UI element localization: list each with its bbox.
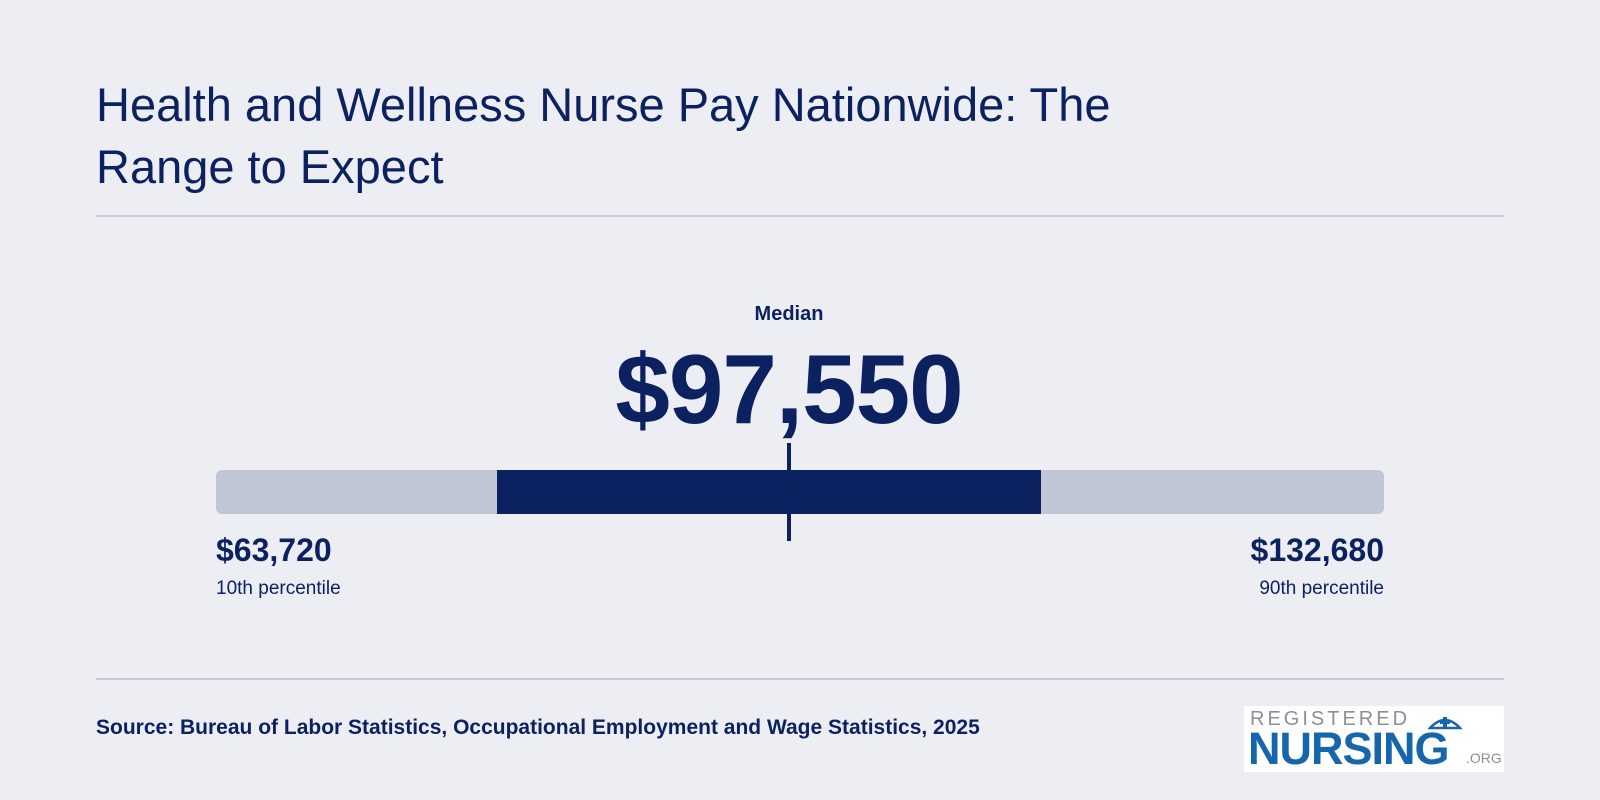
footer-divider <box>96 678 1504 680</box>
logo-main-text: NURSING <box>1248 723 1450 774</box>
median-label: Median <box>754 303 824 325</box>
title-divider <box>96 215 1504 217</box>
logo-suffix-text: .ORG <box>1466 750 1502 766</box>
nurse-cap-icon <box>1428 717 1462 730</box>
percentile-range-bar <box>497 470 1041 514</box>
chart-title: Health and Wellness Nurse Pay Nationwide… <box>96 78 1111 193</box>
low-value: $63,720 <box>216 532 332 568</box>
high-percentile-label: 90th percentile <box>1259 578 1384 599</box>
range-track <box>216 443 1384 541</box>
high-value: $132,680 <box>1250 532 1384 568</box>
median-value: $97,550 <box>615 334 963 444</box>
logo-top-text: REGISTERED <box>1250 708 1411 730</box>
source-note: Source: Bureau of Labor Statistics, Occu… <box>96 716 980 739</box>
low-percentile-label: 10th percentile <box>216 578 341 599</box>
registered-nursing-logo: REGISTERED NURSING .ORG <box>1244 706 1504 772</box>
median-marker <box>787 443 792 541</box>
